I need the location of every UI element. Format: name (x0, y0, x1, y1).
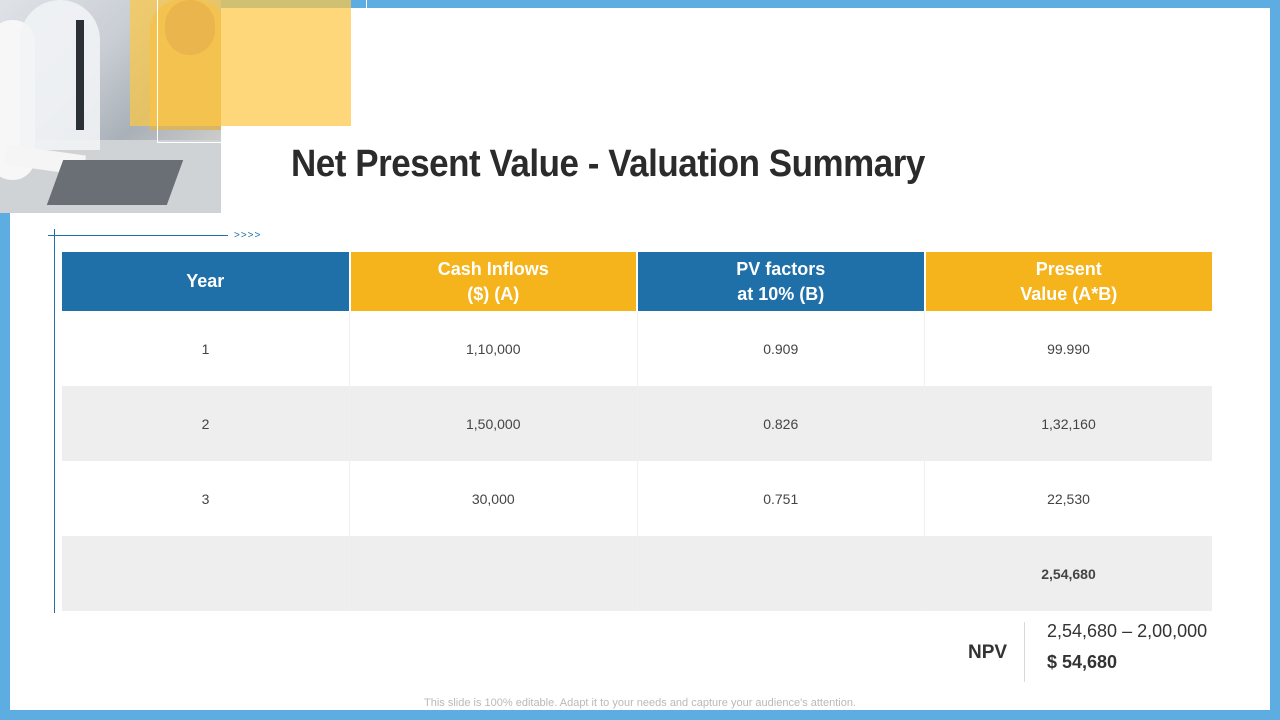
cell-pv-factor: 0.909 (637, 311, 925, 386)
decorative-outline-box (157, 0, 367, 143)
yellow-overlay-box (130, 0, 351, 126)
header-cash-inflows: Cash Inflows ($) (A) (349, 252, 638, 311)
table-header-row: Year Cash Inflows ($) (A) PV factors at … (62, 252, 1212, 311)
total-present-value: 2,54,680 (924, 536, 1212, 611)
valuation-table: Year Cash Inflows ($) (A) PV factors at … (62, 252, 1212, 611)
table-row: 3 30,000 0.751 22,530 (62, 461, 1212, 536)
footer-note: This slide is 100% editable. Adapt it to… (424, 697, 856, 709)
table-row: 1 1,10,000 0.909 99.990 (62, 311, 1212, 386)
table-row: 2 1,50,000 0.826 1,32,160 (62, 386, 1212, 461)
npv-result: $ 54,680 (1047, 652, 1118, 672)
cell-present-value: 1,32,160 (924, 386, 1212, 461)
table-total-row: 2,54,680 (62, 536, 1212, 611)
npv-label: NPV (968, 642, 1008, 663)
cell-pv-factor: 0.751 (637, 461, 925, 536)
accent-arrows: >>>> (234, 230, 262, 241)
cell-year: 1 (62, 311, 350, 386)
header-year: Year (62, 252, 351, 311)
accent-horizontal-line (48, 235, 228, 236)
npv-divider (1024, 622, 1025, 682)
cell-year: 3 (62, 461, 350, 536)
accent-vertical-line (54, 229, 55, 613)
cell-cash-inflow: 1,50,000 (349, 386, 638, 461)
cell-present-value: 99.990 (924, 311, 1212, 386)
cell-pv-factor: 0.826 (637, 386, 925, 461)
page-title: Net Present Value - Valuation Summary (291, 143, 925, 185)
npv-formula: 2,54,680 – 2,00,000 (1047, 621, 1208, 641)
header-pv-factors: PV factors at 10% (B) (637, 252, 926, 311)
cell-cash-inflow: 1,10,000 (349, 311, 638, 386)
cell-year: 2 (62, 386, 350, 461)
header-present-value: Present Value (A*B) (924, 252, 1212, 311)
cell-cash-inflow: 30,000 (349, 461, 638, 536)
cell-present-value: 22,530 (924, 461, 1212, 536)
